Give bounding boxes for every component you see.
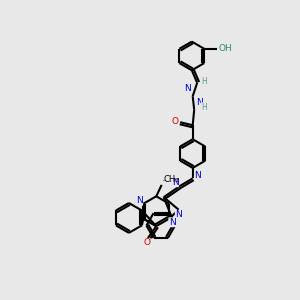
Text: N: N (196, 98, 203, 107)
Text: N: N (172, 178, 178, 187)
Text: H: H (201, 103, 207, 112)
Text: H: H (201, 77, 207, 86)
Text: N: N (169, 218, 175, 227)
Text: CH₃: CH₃ (164, 175, 179, 184)
Text: N: N (136, 196, 142, 205)
Text: methyl: methyl (163, 180, 167, 182)
Text: O: O (172, 116, 178, 125)
Text: O: O (143, 238, 150, 247)
Text: N: N (184, 84, 191, 93)
Text: N: N (194, 172, 201, 181)
Text: N: N (175, 210, 182, 219)
Text: OH: OH (218, 44, 232, 53)
